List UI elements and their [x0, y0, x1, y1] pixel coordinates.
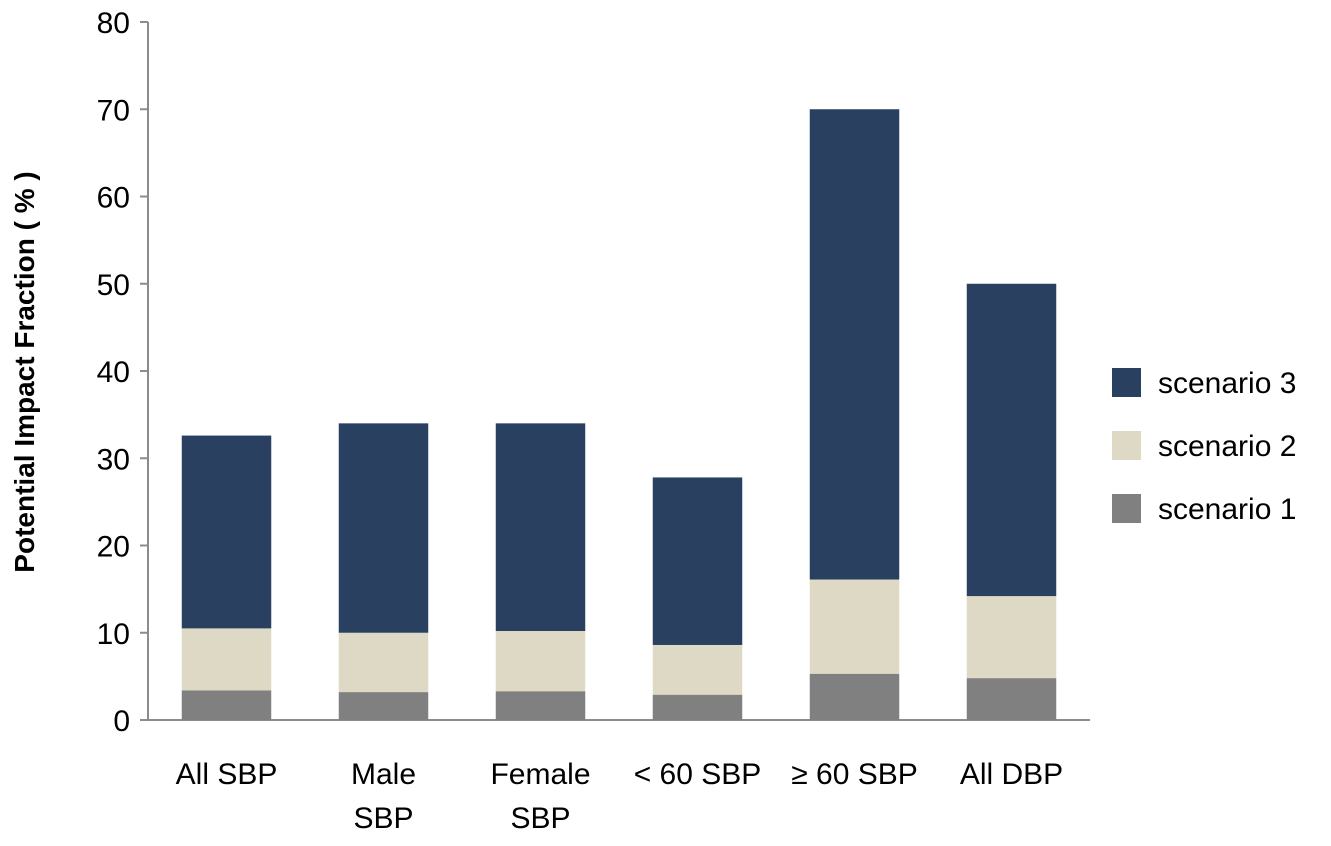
y-tick-label: 10: [97, 618, 130, 651]
y-tick-label: 60: [97, 182, 130, 215]
bar-scenario-2-1: [338, 632, 429, 693]
bar-scenario-2-0: [181, 628, 272, 691]
category-label: Male SBP: [351, 758, 416, 835]
y-tick-label: 70: [97, 94, 130, 127]
bar-scenario-2-3: [652, 644, 743, 695]
category-label: Female SBP: [490, 758, 590, 835]
y-axis: 0 10 20 30 40 50 60 70 80: [97, 7, 149, 738]
bar-scenario-1-1: [338, 692, 429, 720]
legend-item: scenario 1: [1112, 493, 1296, 526]
legend-label: scenario 2: [1158, 430, 1296, 463]
legend-item: scenario 3: [1112, 367, 1296, 400]
y-tick-label: 50: [97, 269, 130, 302]
category-label-line: SBP: [353, 802, 413, 835]
legend-label: scenario 1: [1158, 493, 1296, 526]
bar-scenario-3-2: [495, 423, 586, 632]
category-label-line: All SBP: [176, 758, 278, 791]
y-tick-label: 30: [97, 443, 130, 476]
category-label-line: Male: [351, 758, 416, 791]
category-label-line: All DBP: [960, 758, 1063, 791]
bars: [181, 109, 1057, 720]
bar-scenario-3-5: [966, 283, 1057, 597]
bar-scenario-2-4: [809, 579, 900, 674]
bar-scenario-1-5: [966, 678, 1057, 720]
legend-swatch: [1112, 431, 1141, 460]
category-label: < 60 SBP: [634, 758, 762, 791]
category-label: All SBP: [176, 758, 278, 791]
category-label-line: < 60 SBP: [634, 758, 762, 791]
bar-scenario-1-0: [181, 690, 272, 720]
y-tick-label: 20: [97, 531, 130, 564]
category-labels: All SBP Male SBP Female SBP < 60 SBP ≥ 60 SBP A…: [176, 758, 1064, 835]
category-label: ≥ 60 SBP: [791, 758, 918, 791]
category-label-line: Female: [490, 758, 590, 791]
bar-scenario-3-3: [652, 477, 743, 645]
bar-scenario-2-2: [495, 631, 586, 692]
bar-scenario-1-4: [809, 673, 900, 720]
legend: scenario 3 scenario 2 scenario 1: [1112, 367, 1296, 526]
legend-swatch: [1112, 494, 1141, 523]
category-label-line: SBP: [510, 802, 570, 835]
y-axis-title: Potential Impact Fraction ( % ): [9, 171, 40, 572]
y-tick-label: 0: [113, 705, 130, 738]
bar-scenario-1-3: [652, 694, 743, 720]
category-label: All DBP: [960, 758, 1063, 791]
legend-label: scenario 3: [1158, 367, 1296, 400]
category-label-line: ≥ 60 SBP: [791, 758, 918, 791]
bar-scenario-3-4: [809, 109, 900, 580]
bar-scenario-3-1: [338, 423, 429, 633]
legend-swatch: [1112, 368, 1141, 397]
bar-scenario-1-2: [495, 691, 586, 720]
y-tick-label: 40: [97, 356, 130, 389]
bar-scenario-2-5: [966, 596, 1057, 679]
bar-scenario-3-0: [181, 435, 272, 629]
legend-item: scenario 2: [1112, 430, 1296, 463]
y-tick-label: 80: [97, 7, 130, 40]
